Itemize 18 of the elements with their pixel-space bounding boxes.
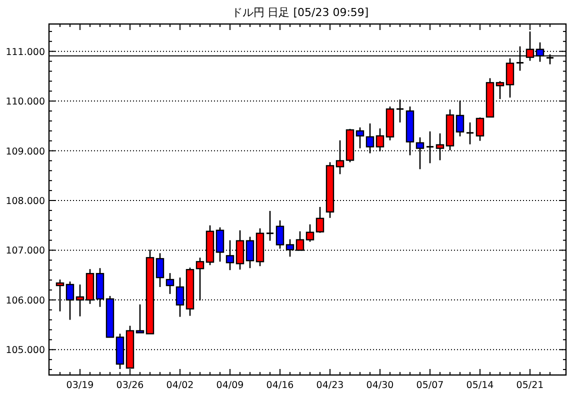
y-tick-label: 108.000 bbox=[6, 196, 45, 207]
y-tick-label: 110.000 bbox=[6, 96, 45, 108]
y-tick-label: 107.000 bbox=[6, 246, 45, 257]
x-tick-label: 04/09 bbox=[216, 380, 244, 391]
y-tick-label: 106.000 bbox=[6, 295, 45, 306]
title: ドル円 日足 [05/23 09:59] bbox=[231, 6, 369, 19]
x-tick-label: 03/19 bbox=[66, 380, 94, 391]
x-tick-label: 04/16 bbox=[266, 380, 294, 391]
x-tick-label: 05/07 bbox=[416, 380, 444, 391]
x-tick-label: 04/23 bbox=[316, 380, 344, 391]
y-tick-label: 105.000 bbox=[6, 345, 45, 356]
y-tick-label: 109.000 bbox=[6, 146, 45, 158]
x-tick-label: 05/14 bbox=[466, 380, 494, 391]
y-tick-label: 111.000 bbox=[6, 46, 45, 58]
x-tick-label: 04/02 bbox=[166, 380, 194, 391]
x-tick-label: 03/26 bbox=[116, 380, 144, 391]
x-tick-label: 04/30 bbox=[366, 380, 394, 391]
x-tick-label: 05/21 bbox=[516, 380, 544, 391]
